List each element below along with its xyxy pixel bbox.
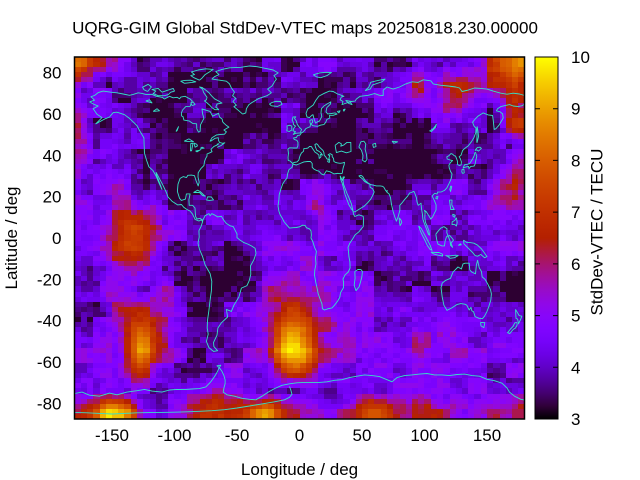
svg-text:10: 10	[571, 48, 590, 67]
svg-text:9: 9	[571, 100, 580, 119]
svg-text:5: 5	[571, 307, 580, 326]
svg-text:50: 50	[353, 426, 372, 445]
svg-text:Longitude / deg: Longitude / deg	[241, 460, 358, 479]
svg-text:3: 3	[571, 410, 580, 429]
svg-text:150: 150	[473, 426, 501, 445]
svg-text:StdDev-VTEC / TECU: StdDev-VTEC / TECU	[588, 149, 607, 316]
svg-text:-40: -40	[37, 312, 62, 331]
svg-text:80: 80	[43, 64, 62, 83]
svg-text:6: 6	[571, 255, 580, 274]
svg-text:100: 100	[410, 426, 438, 445]
svg-text:-20: -20	[37, 270, 62, 289]
svg-text:-50: -50	[225, 426, 250, 445]
svg-text:-80: -80	[37, 395, 62, 414]
svg-text:4: 4	[571, 358, 580, 377]
svg-text:7: 7	[571, 203, 580, 222]
svg-text:60: 60	[43, 105, 62, 124]
svg-text:8: 8	[571, 151, 580, 170]
svg-text:Latitude / deg: Latitude / deg	[2, 186, 21, 289]
svg-text:0: 0	[295, 426, 304, 445]
svg-text:-60: -60	[37, 353, 62, 372]
svg-text:40: 40	[43, 146, 62, 165]
svg-text:0: 0	[52, 229, 61, 248]
svg-text:-100: -100	[157, 426, 191, 445]
svg-text:UQRG-GIM Global StdDev-VTEC ma: UQRG-GIM Global StdDev-VTEC maps 2025081…	[72, 19, 538, 38]
svg-text:-150: -150	[95, 426, 129, 445]
svg-text:20: 20	[43, 188, 62, 207]
